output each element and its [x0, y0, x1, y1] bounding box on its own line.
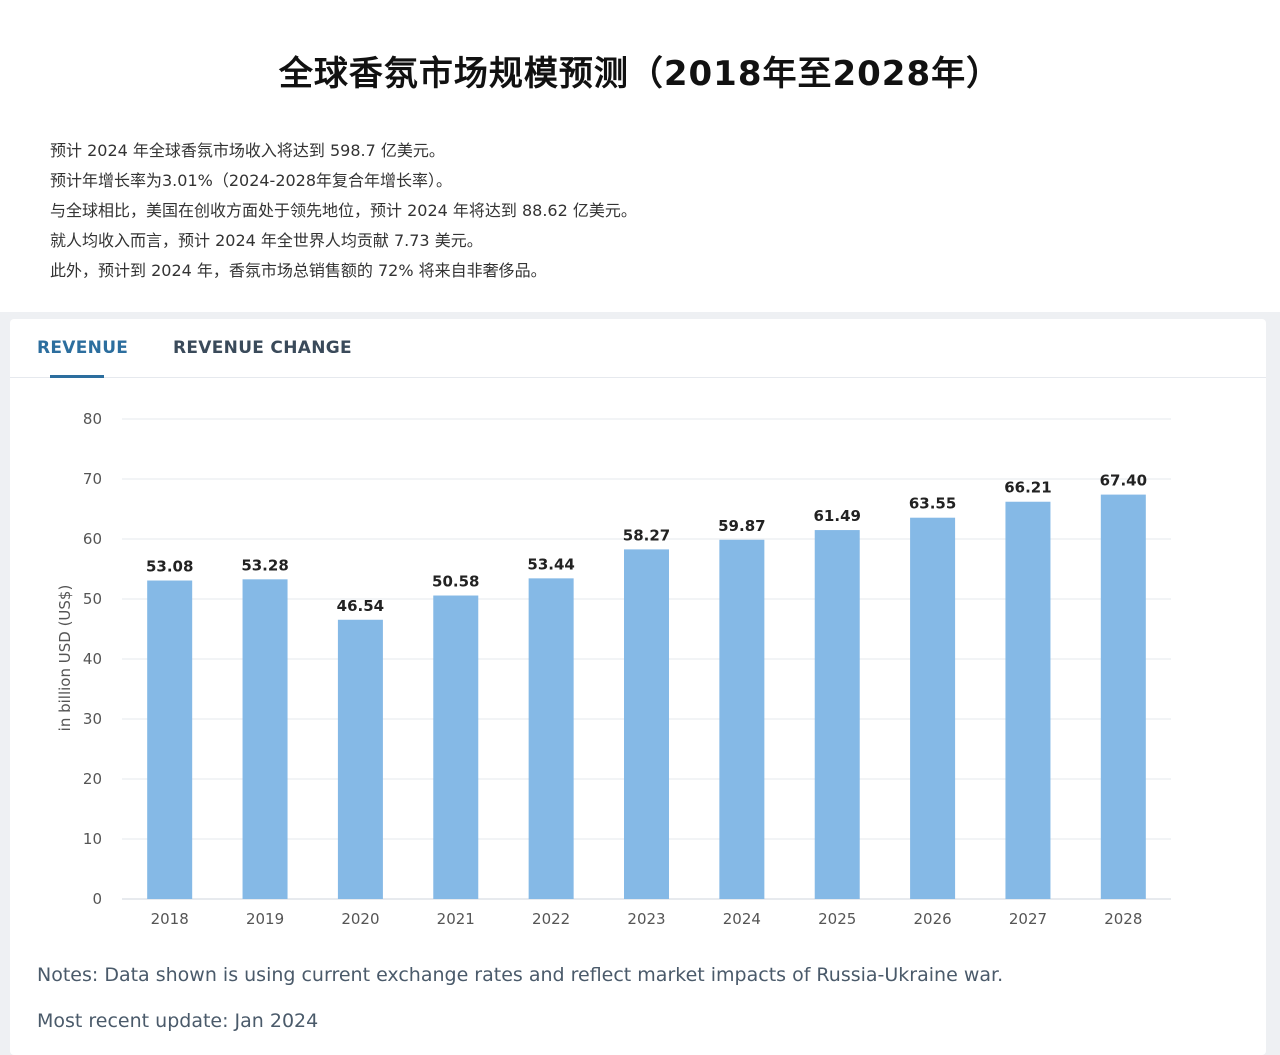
x-tick-label: 2021 [437, 910, 475, 928]
data-label: 50.58 [432, 573, 479, 591]
data-label: 67.40 [1100, 472, 1147, 490]
revenue-bar-chart: 0 10 20 30 40 50 60 70 80 in billion USD (US$) 5… [56, 410, 1171, 928]
y-tick-label: 30 [83, 710, 102, 728]
data-label: 53.28 [241, 556, 288, 574]
bar-2022[interactable] [528, 578, 574, 899]
y-tick-label: 40 [83, 650, 102, 668]
data-label: 63.55 [909, 495, 956, 513]
bar-2027[interactable] [1005, 501, 1051, 899]
page-title: 全球香氛市场规模预测（2018年至2028年） [278, 54, 1002, 94]
data-label: 53.08 [146, 558, 193, 576]
y-axis-ticks: 0 10 20 30 40 50 60 70 80 [83, 410, 102, 908]
data-label: 61.49 [814, 507, 861, 525]
y-tick-label: 50 [83, 590, 102, 608]
bar-2024[interactable] [719, 539, 765, 899]
summary-line: 与全球相比，美国在创收方面处于领先地位，预计 2024 年将达到 88.62 亿… [50, 201, 637, 220]
summary-line: 就人均收入而言，预计 2024 年全世界人均贡献 7.73 美元。 [50, 231, 483, 250]
bar-2026[interactable] [910, 517, 956, 899]
tab-revenue-change[interactable]: REVENUE CHANGE [173, 338, 352, 358]
x-tick-label: 2025 [818, 910, 856, 928]
summary-line: 预计年增长率为3.01%（2024-2028年复合年增长率）。 [50, 171, 453, 190]
x-tick-label: 2027 [1009, 910, 1047, 928]
summary-line: 此外，预计到 2024 年，香氛市场总销售额的 72% 将来自非奢侈品。 [50, 261, 547, 280]
bar-2023[interactable] [624, 549, 669, 899]
x-tick-label: 2019 [246, 910, 284, 928]
summary-list: 预计 2024 年全球香氛市场收入将达到 598.7 亿美元。 预计年增长率为3… [50, 136, 637, 286]
data-label: 58.27 [623, 526, 670, 544]
bars [147, 494, 1146, 899]
tab-bar: REVENUE REVENUE CHANGE [10, 319, 1266, 378]
bar-2021[interactable] [433, 595, 479, 899]
bar-2028[interactable] [1100, 494, 1146, 899]
data-label: 59.87 [718, 517, 765, 535]
data-label: 53.44 [527, 555, 574, 573]
x-tick-label: 2028 [1104, 910, 1142, 928]
y-tick-label: 70 [83, 470, 102, 488]
update-text: Most recent update: Jan 2024 [37, 1010, 319, 1032]
data-label: 46.54 [337, 597, 384, 615]
bar-2018[interactable] [147, 580, 193, 899]
data-label: 66.21 [1004, 479, 1051, 497]
x-tick-label: 2024 [723, 910, 761, 928]
data-labels: 53.08 53.28 46.54 50.58 53.44 58.27 59.87 61.49… [146, 472, 1147, 615]
x-tick-label: 2022 [532, 910, 570, 928]
bar-2025[interactable] [814, 530, 860, 899]
bar-2020[interactable] [337, 619, 383, 899]
x-tick-label: 2023 [627, 910, 665, 928]
y-axis-label: in billion USD (US$) [56, 585, 74, 732]
header: 全球香氛市场规模预测（2018年至2028年） 预计 2024 年全球香氛市场收… [0, 0, 1280, 312]
summary-line: 预计 2024 年全球香氛市场收入将达到 598.7 亿美元。 [50, 141, 445, 160]
x-tick-label: 2020 [341, 910, 379, 928]
tab-revenue[interactable]: REVENUE [37, 338, 129, 358]
x-tick-label: 2018 [151, 910, 189, 928]
y-tick-label: 10 [83, 830, 102, 848]
notes-text: Notes: Data shown is using current excha… [37, 964, 1004, 986]
y-tick-label: 20 [83, 770, 102, 788]
active-tab-indicator [50, 375, 104, 378]
bar-2019[interactable] [242, 579, 288, 899]
x-tick-label: 2026 [913, 910, 951, 928]
y-tick-label: 80 [83, 410, 102, 428]
x-axis-ticks: 2018 2019 2020 2021 2022 2023 2024 2025 2026 2027… [151, 910, 1143, 928]
y-tick-label: 60 [83, 530, 102, 548]
y-tick-label: 0 [92, 890, 102, 908]
